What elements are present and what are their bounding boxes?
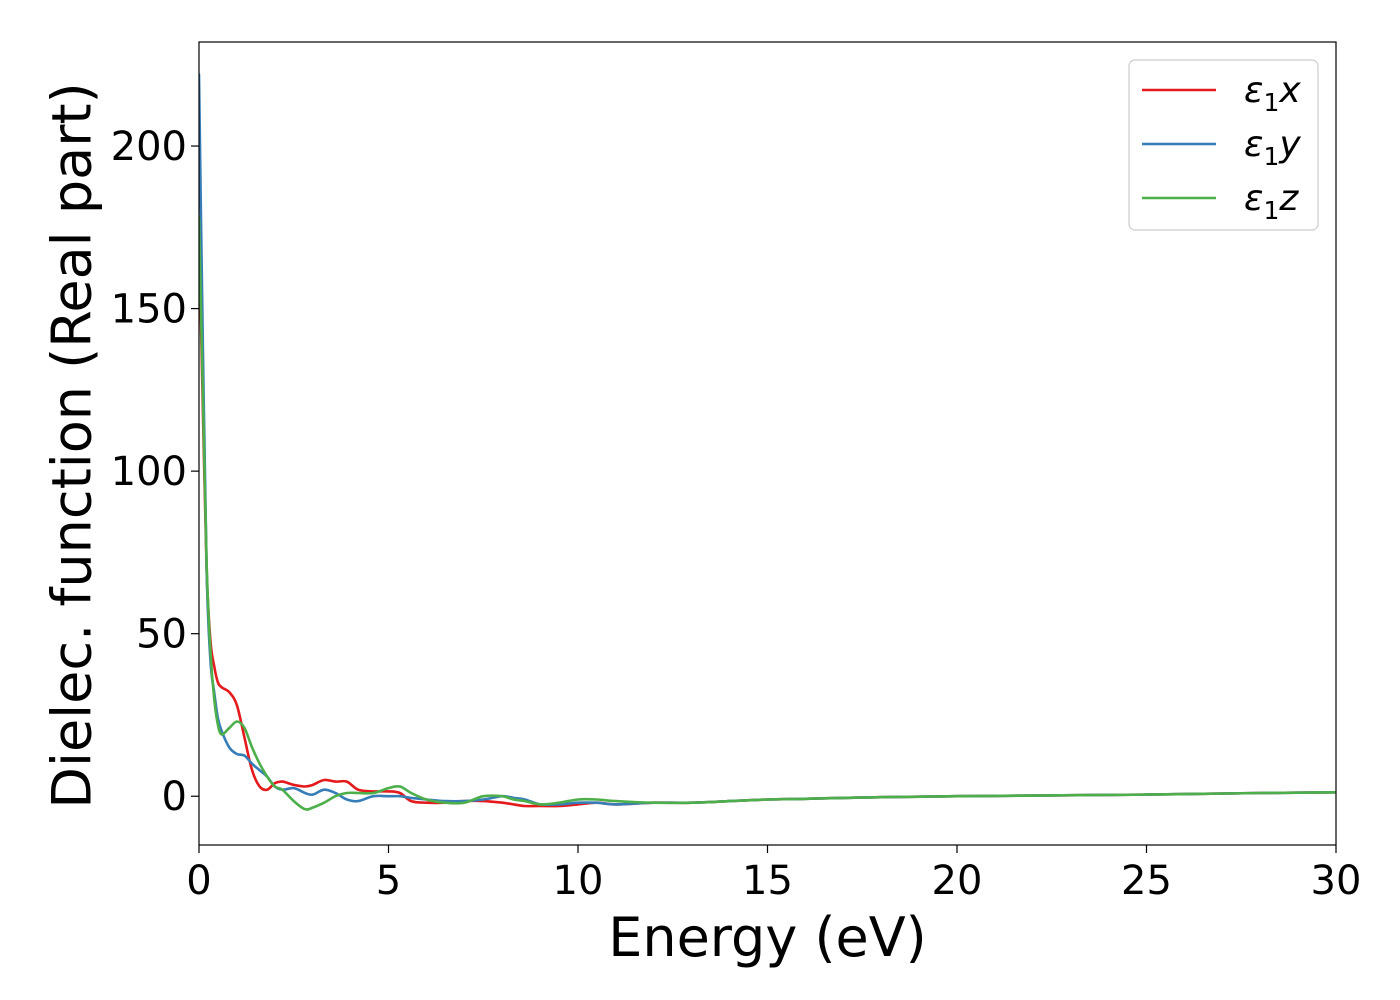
x-tick-label: 10 (553, 858, 604, 904)
x-tick-label: 5 (376, 858, 401, 904)
y-tick-label: 0 (162, 774, 187, 820)
legend-box (1128, 59, 1319, 231)
x-tick-label: 30 (1311, 858, 1362, 904)
legend-label-3: ε1z (1244, 178, 1299, 225)
y-axis-ticks: 0 50 100 150 200 (111, 124, 199, 820)
y-tick-label: 100 (111, 449, 187, 495)
series-line-3 (199, 216, 1336, 811)
legend: ε1x ε1y ε1z (1128, 59, 1319, 231)
legend-label-2: ε1y (1244, 124, 1301, 171)
x-tick-label: 0 (186, 858, 211, 904)
x-tick-label: 25 (1121, 858, 1172, 904)
x-axis-ticks: 0 5 10 15 20 25 30 (186, 845, 1361, 904)
x-tick-label: 20 (932, 858, 983, 904)
y-tick-label: 200 (111, 124, 187, 170)
series-layer (199, 73, 1336, 811)
legend-label-1: ε1x (1244, 70, 1301, 117)
y-axis-label: Dielec. function (Real part) (41, 82, 104, 808)
x-tick-label: 15 (742, 858, 793, 904)
y-tick-label: 150 (111, 287, 187, 333)
x-axis-label: Energy (eV) (608, 906, 927, 969)
y-tick-label: 50 (136, 612, 187, 658)
